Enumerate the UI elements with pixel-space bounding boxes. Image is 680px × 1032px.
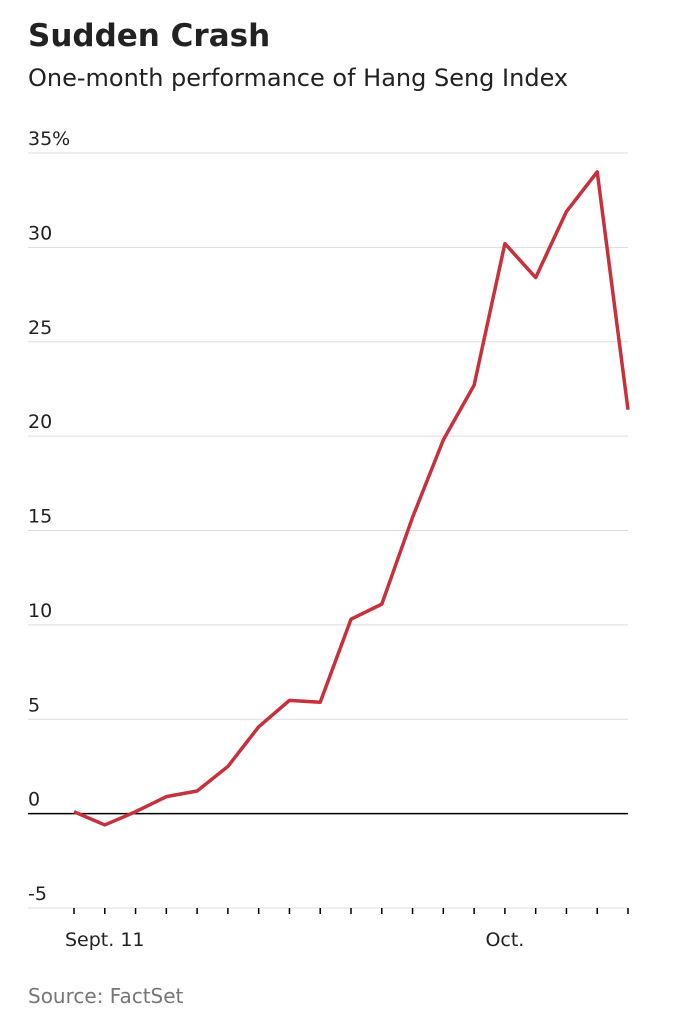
y-tick-label: 25 xyxy=(28,317,52,339)
y-tick-label: 10 xyxy=(28,600,52,622)
y-tick-label: 0 xyxy=(28,789,40,811)
y-tick-label: 30 xyxy=(28,222,52,244)
y-tick-label: 35% xyxy=(28,128,70,150)
y-tick-label: 5 xyxy=(28,694,40,716)
y-tick-label: 20 xyxy=(28,411,52,433)
x-tick-label: Sept. 11 xyxy=(65,929,145,951)
source: Source: FactSet xyxy=(28,984,184,1008)
line-series xyxy=(73,170,630,827)
y-tick-label: -5 xyxy=(28,883,47,905)
chart-subtitle: One-month performance of Hang Seng Index xyxy=(28,64,568,92)
x-tick-label: Oct. xyxy=(485,929,524,951)
chart-title: Sudden Crash xyxy=(28,18,270,54)
y-tick-label: 15 xyxy=(28,506,52,528)
